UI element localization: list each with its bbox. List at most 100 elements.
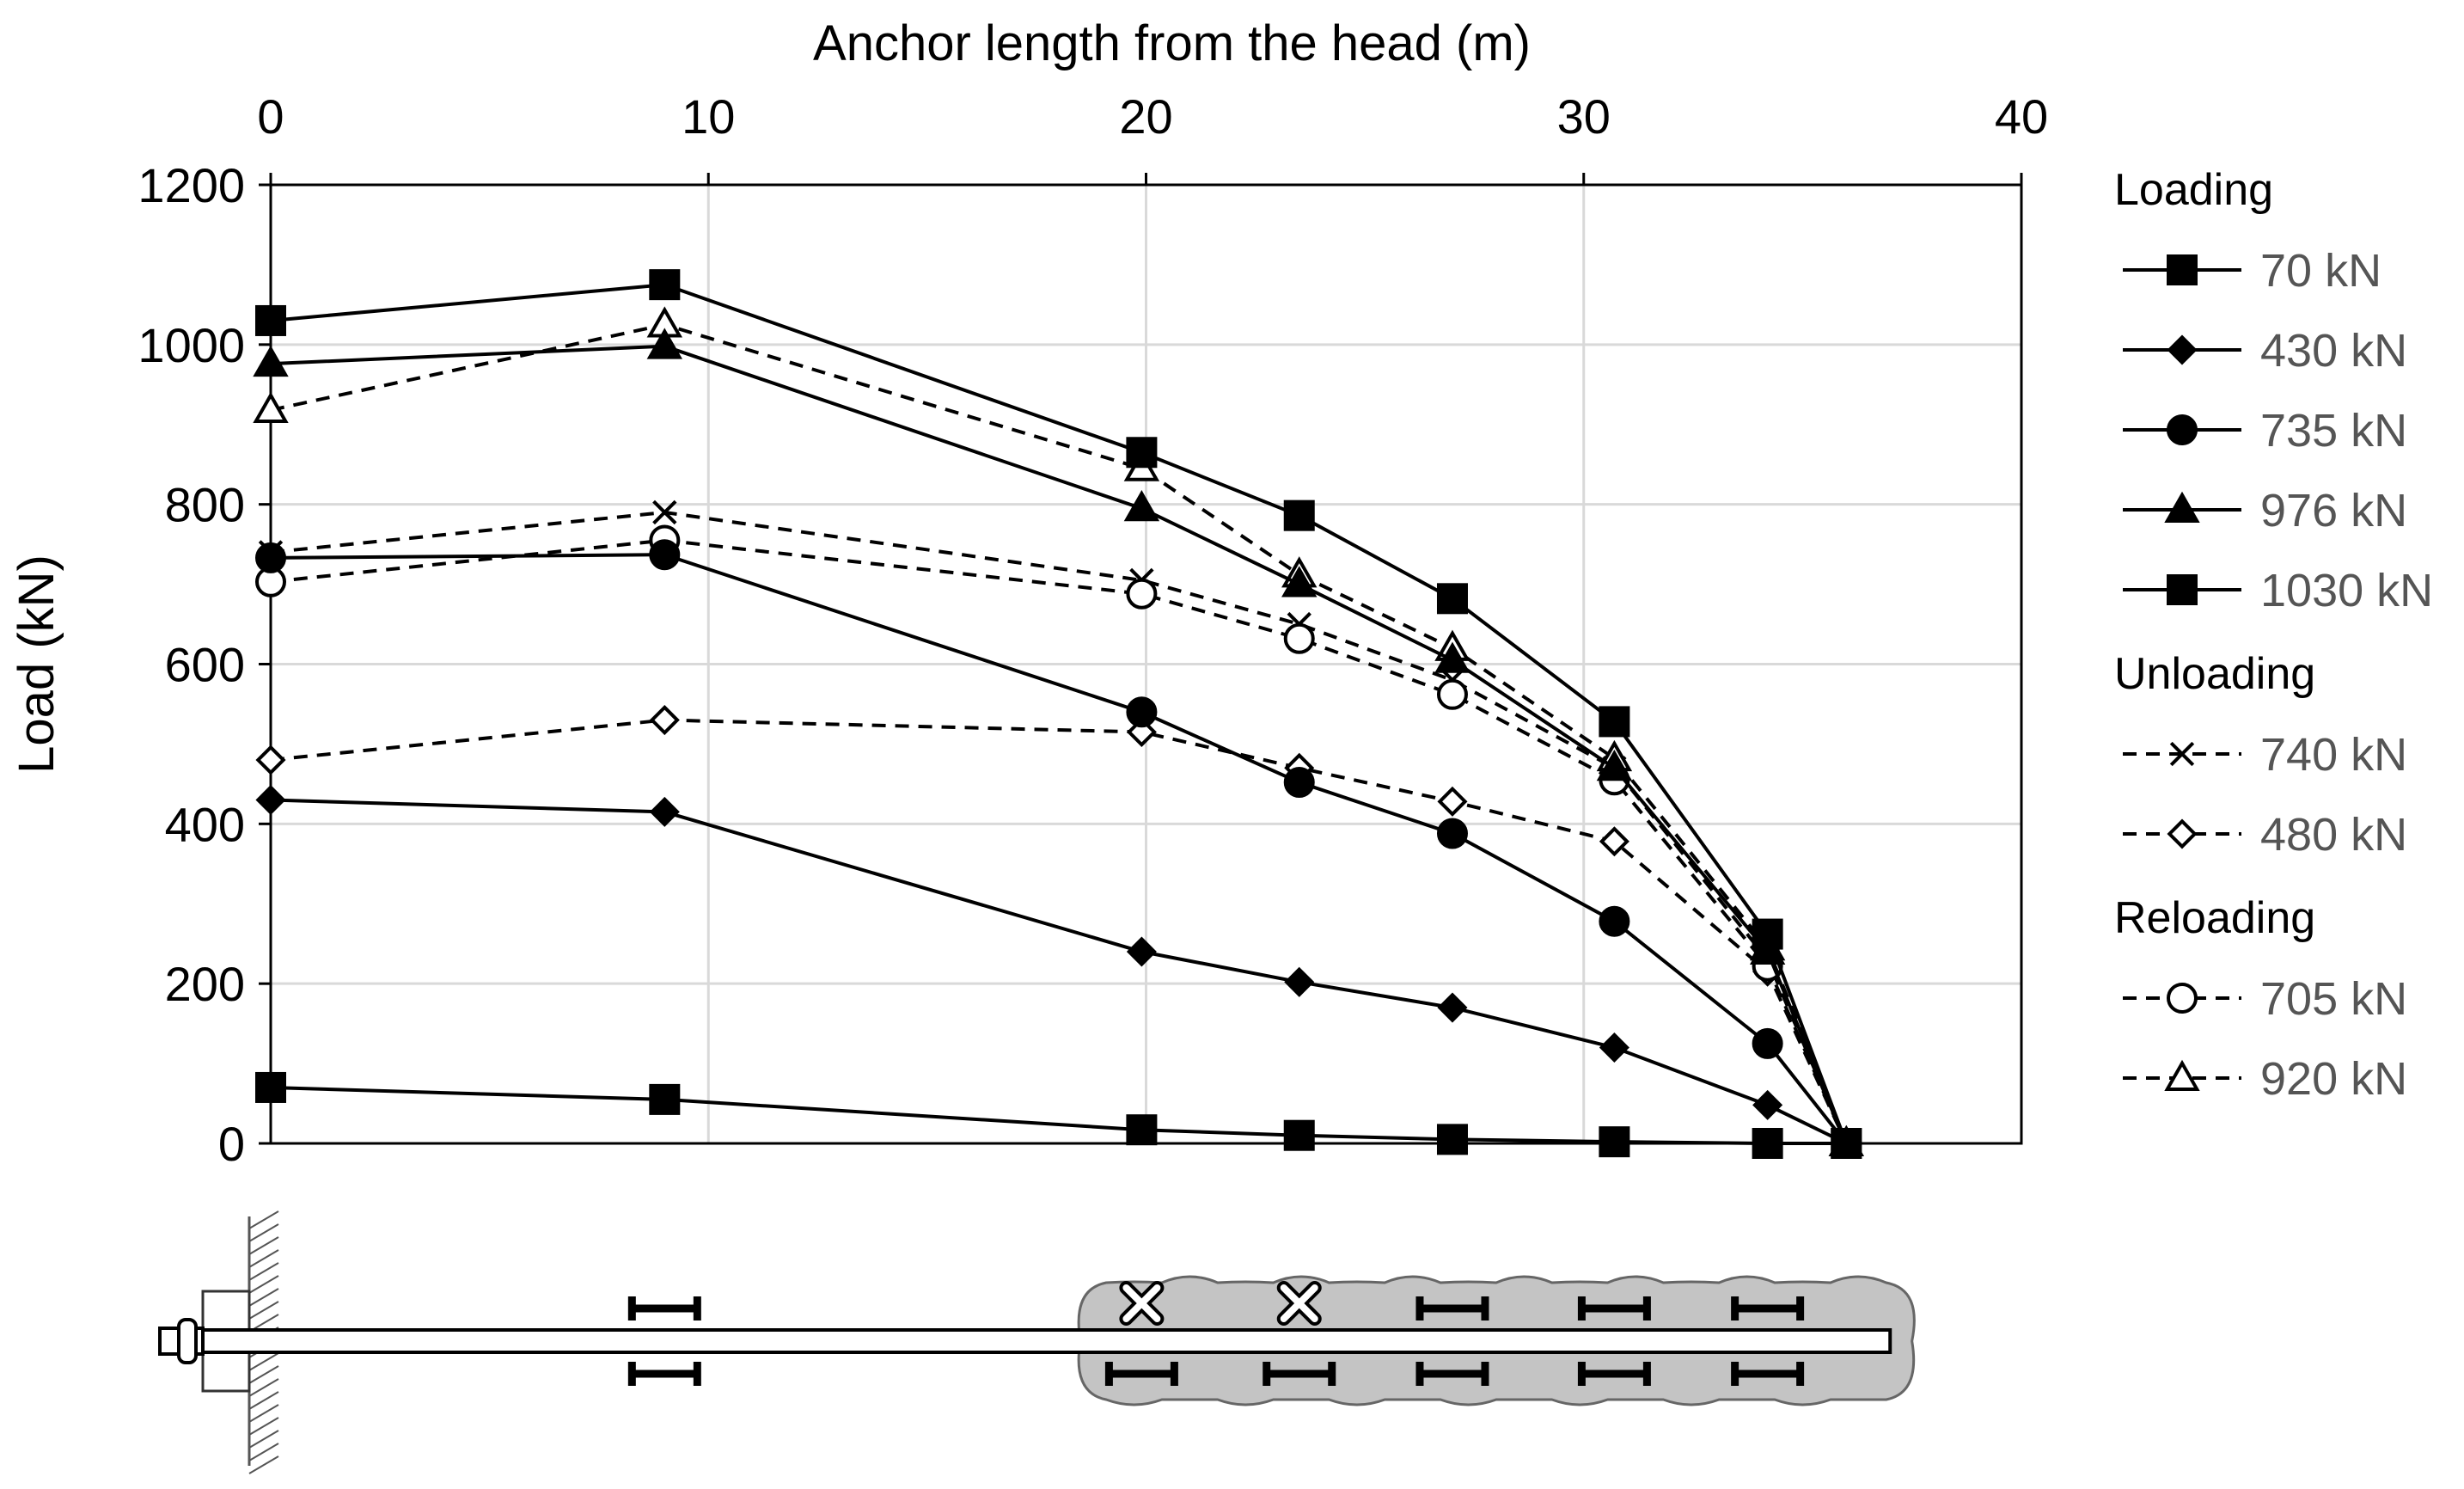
data-point	[1752, 1128, 1783, 1159]
strain-gauge	[1731, 1296, 1805, 1386]
data-point	[1599, 905, 1630, 937]
series-line	[270, 1085, 1847, 1145]
series-line	[270, 322, 1849, 1144]
data-point	[1126, 936, 1157, 967]
legend-label: 705 kN	[2260, 973, 2407, 1025]
legend-marker	[2167, 414, 2198, 445]
wall-hatch	[248, 1404, 279, 1423]
legend-marker	[2164, 1059, 2200, 1091]
anchor-diagram	[158, 1210, 1916, 1474]
data-point	[1126, 437, 1158, 469]
data-point	[255, 542, 286, 573]
data-point	[1126, 696, 1158, 728]
wall-hatch	[248, 1455, 279, 1474]
legend-label: 430 kN	[2260, 325, 2407, 377]
wall-hatch	[248, 1223, 279, 1242]
series-line	[270, 283, 1849, 1144]
wall-hatch	[248, 1365, 279, 1384]
data-point	[646, 328, 683, 359]
x-tick-label: 0	[257, 89, 284, 144]
data-point	[1123, 490, 1160, 522]
x-axis-title: Anchor length from the head (m)	[813, 15, 1531, 71]
data-point	[1283, 622, 1315, 654]
y-axis-title: Load (kN)	[9, 555, 64, 774]
series-976-kn	[253, 328, 1864, 1156]
data-point	[1434, 641, 1470, 673]
legend-item: 1030 kN	[2123, 565, 2433, 616]
series-1030-kn	[255, 269, 1862, 1159]
legend-label: 1030 kN	[2260, 565, 2433, 616]
legend-item: 480 kN	[2123, 809, 2407, 861]
data-point	[1599, 706, 1630, 738]
wall-hatch	[248, 1430, 279, 1449]
data-point	[1752, 918, 1783, 950]
legend-label: 735 kN	[2260, 405, 2407, 457]
y-tick-label: 600	[165, 638, 245, 692]
series-line	[270, 538, 1849, 1144]
x-tick-label: 20	[1119, 89, 1172, 144]
series-line	[270, 718, 1849, 1144]
wall-hatch	[248, 1391, 279, 1410]
wall-hatch	[248, 1275, 279, 1294]
data-point	[255, 1071, 286, 1103]
wall-hatch	[248, 1210, 279, 1229]
data-point	[1283, 1119, 1315, 1151]
data-point	[1436, 818, 1468, 849]
data-point	[255, 784, 286, 815]
data-point	[1436, 1124, 1468, 1155]
wall-hatch	[248, 1288, 279, 1307]
wall-hatch	[248, 1352, 279, 1371]
data-point	[1599, 826, 1629, 857]
data-point	[1596, 750, 1633, 781]
series-line	[270, 798, 1848, 1145]
legend-label: 740 kN	[2260, 729, 2407, 781]
wall-hatch	[248, 1301, 279, 1320]
series-line	[270, 510, 1849, 1144]
legend-marker	[2164, 491, 2200, 523]
wall-hatch	[248, 1443, 279, 1461]
data-point	[1599, 1032, 1629, 1063]
legend: Loading 70 kN 430 kN 735 kN 976 kN 1030 kN Unl…	[2114, 165, 2433, 1105]
legend-heading: Loading	[2114, 165, 2273, 215]
legend-item: 430 kN	[2123, 325, 2407, 377]
data-point	[652, 499, 677, 525]
data-point	[1126, 716, 1157, 748]
data-point	[1436, 678, 1468, 710]
data-point	[1599, 1126, 1630, 1158]
legend-item: 705 kN	[2123, 973, 2407, 1025]
strain-gauge	[1415, 1296, 1489, 1386]
data-point	[649, 269, 681, 301]
data-point	[1752, 1027, 1783, 1059]
legend-label: 976 kN	[2260, 485, 2407, 536]
wall-hatch	[248, 1378, 279, 1397]
data-point	[253, 391, 289, 423]
legend-marker	[2167, 254, 2198, 285]
failed-gauge	[1104, 1281, 1178, 1386]
strain-gauge	[1577, 1296, 1651, 1386]
legend-label: 70 kN	[2260, 245, 2381, 297]
legend-marker	[2169, 741, 2195, 767]
legend-label: 920 kN	[2260, 1053, 2407, 1105]
wall-hatch	[248, 1417, 279, 1436]
x-tick-label: 10	[682, 89, 735, 144]
data-point	[1436, 583, 1468, 615]
legend-item: 740 kN	[2123, 729, 2407, 781]
data-point	[1437, 992, 1468, 1023]
y-tick-label: 800	[165, 478, 245, 532]
x-tick-label: 30	[1557, 89, 1611, 144]
legend-marker	[2167, 983, 2198, 1014]
y-tick-label: 1200	[138, 158, 245, 212]
anchor-nut	[177, 1318, 198, 1364]
strain-gauge	[627, 1296, 701, 1386]
data-point	[255, 744, 286, 775]
data-point	[1752, 1089, 1783, 1120]
y-tick-label: 200	[165, 957, 245, 1011]
wall-hatch	[248, 1262, 279, 1281]
legend-item: 70 kN	[2123, 245, 2381, 297]
data-point	[1283, 767, 1315, 799]
series-70-kn	[255, 1071, 1862, 1159]
legend-item: 976 kN	[2123, 485, 2407, 536]
tendon-bar	[201, 1328, 1892, 1354]
